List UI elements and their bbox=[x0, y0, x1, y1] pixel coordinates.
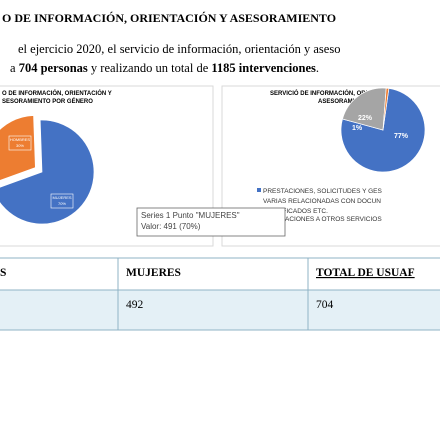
legend-text: CERTIFICADOS ETC. bbox=[263, 208, 328, 215]
paragraph-line: el ejercicio 2020, el servicio de inform… bbox=[18, 42, 340, 56]
heading: O DE INFORMACIÓN, ORIENTACIÓN Y ASESORAM… bbox=[2, 11, 336, 25]
data-label-box bbox=[50, 193, 74, 209]
chart-title: SERVICIÓ DE INFORMACIÓN, ORIENTA bbox=[270, 89, 384, 97]
data-label: 30% bbox=[16, 143, 24, 148]
chart-title: O DE INFORMACIÓN, ORIENTACIÓN Y bbox=[2, 89, 112, 97]
paragraph-line: a 704 personas y realizando un total de … bbox=[10, 61, 319, 75]
text: 1185 intervenciones bbox=[211, 61, 316, 75]
data-label: 1% bbox=[352, 125, 363, 132]
data-label: 22% bbox=[358, 115, 373, 122]
cell: 492 bbox=[126, 299, 144, 311]
legend-text: PRESTACIONES, SOLICITUDES Y GES bbox=[263, 188, 383, 195]
tooltip-text: Series 1 Punto "MUJERES" bbox=[141, 211, 240, 220]
text: 704 personas bbox=[19, 61, 88, 75]
tooltip bbox=[136, 207, 286, 237]
header-cell: MUJERES bbox=[126, 267, 181, 279]
header-cell: TOTAL DE USUAF bbox=[316, 267, 415, 279]
data-label: 70% bbox=[58, 201, 66, 206]
legend-text: VARIAS RELACIONADAS CON DOCUN bbox=[263, 198, 381, 205]
data-label-box bbox=[8, 135, 32, 151]
pie-slice bbox=[382, 87, 390, 131]
legend-text: ACIONES A OTROS SERVICIOS bbox=[285, 216, 382, 223]
table: S MUJERES TOTAL DE USUAF 492 704 bbox=[0, 257, 440, 331]
row-bg bbox=[0, 290, 440, 330]
text: y realizando un total de bbox=[88, 61, 212, 75]
header-cell: S bbox=[0, 267, 6, 279]
pie-slice bbox=[342, 87, 387, 131]
chart-title: SESORAMIENTO POR GÉNERO bbox=[2, 97, 93, 105]
text: a bbox=[10, 61, 19, 75]
cell: 704 bbox=[316, 299, 334, 311]
tooltip-text: Valor: 491 (70%) bbox=[141, 222, 201, 231]
legend-swatch bbox=[257, 188, 261, 192]
data-label: MUJERES bbox=[52, 195, 71, 200]
data-label: HOMBRES bbox=[10, 137, 31, 142]
text: . bbox=[316, 61, 319, 75]
data-label: 77% bbox=[394, 133, 409, 140]
